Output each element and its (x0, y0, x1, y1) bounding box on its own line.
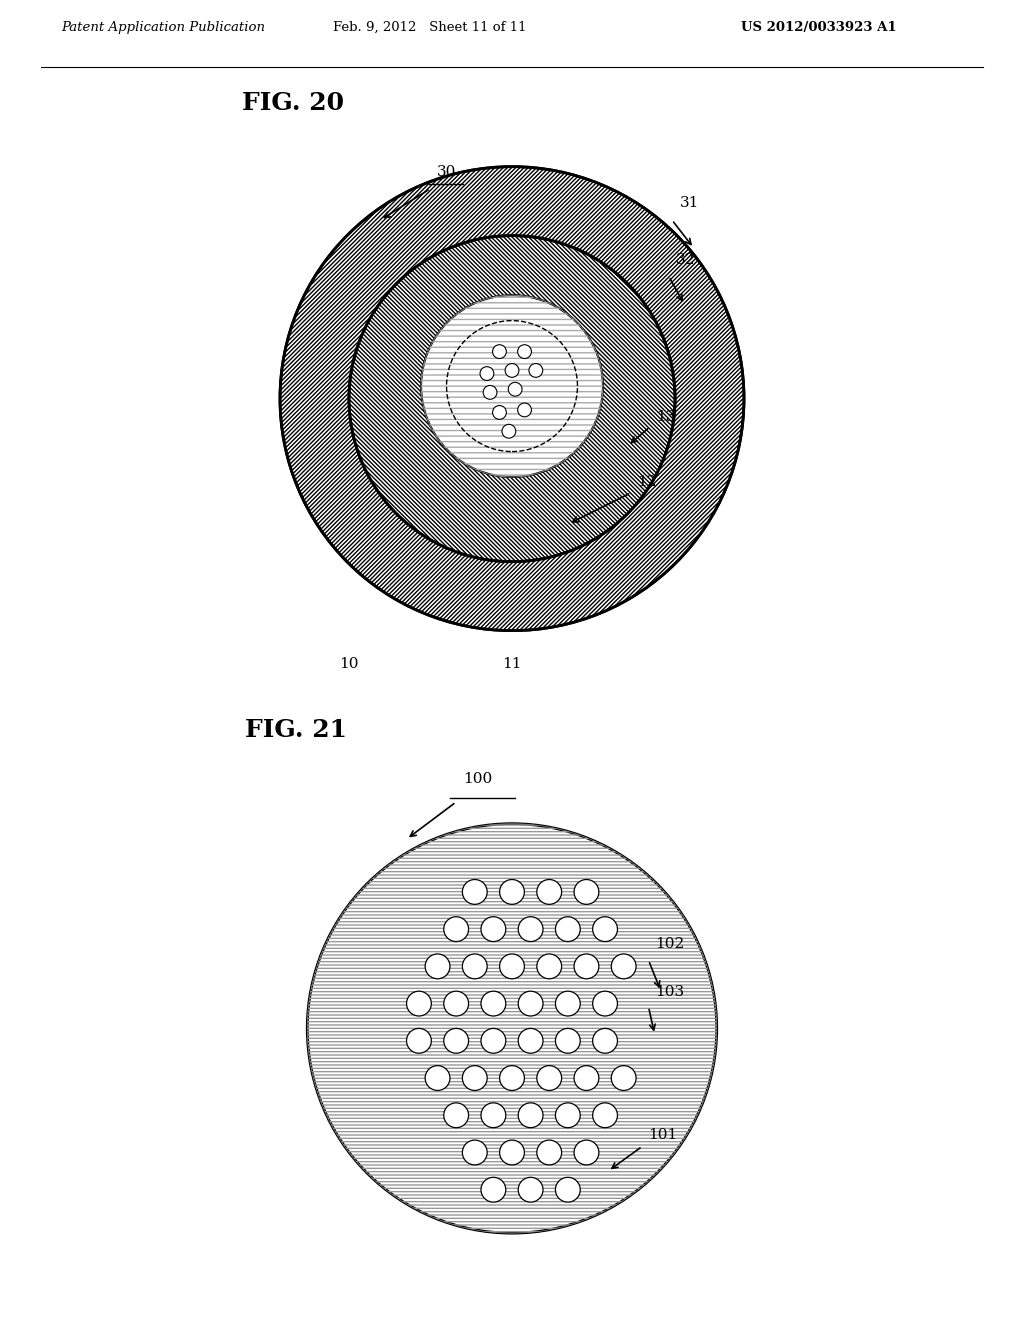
Text: FIG. 21: FIG. 21 (245, 718, 347, 742)
Circle shape (425, 1065, 450, 1090)
Circle shape (574, 1065, 599, 1090)
Circle shape (555, 991, 581, 1016)
Circle shape (593, 917, 617, 941)
Circle shape (421, 296, 603, 477)
Circle shape (518, 345, 531, 359)
Circle shape (425, 954, 450, 979)
Circle shape (502, 424, 516, 438)
Circle shape (443, 1104, 469, 1127)
Circle shape (518, 917, 543, 941)
Text: 12: 12 (637, 475, 657, 490)
Circle shape (481, 1028, 506, 1053)
Circle shape (529, 363, 543, 378)
Text: FIG. 20: FIG. 20 (243, 91, 344, 115)
Circle shape (593, 991, 617, 1016)
Circle shape (500, 1065, 524, 1090)
Circle shape (555, 1177, 581, 1203)
Text: 32: 32 (676, 253, 695, 267)
Circle shape (463, 879, 487, 904)
Circle shape (574, 879, 599, 904)
Circle shape (307, 824, 717, 1233)
Circle shape (574, 1140, 599, 1166)
Circle shape (481, 1177, 506, 1203)
Circle shape (481, 991, 506, 1016)
Circle shape (537, 954, 561, 979)
Circle shape (611, 1065, 636, 1090)
Circle shape (443, 991, 469, 1016)
Circle shape (443, 917, 469, 941)
Text: 100: 100 (463, 772, 493, 787)
Circle shape (500, 954, 524, 979)
Text: Feb. 9, 2012   Sheet 11 of 11: Feb. 9, 2012 Sheet 11 of 11 (334, 21, 526, 34)
Circle shape (443, 1028, 469, 1053)
Text: 103: 103 (654, 985, 684, 999)
Circle shape (280, 166, 744, 631)
Circle shape (537, 1140, 561, 1166)
Circle shape (518, 403, 531, 417)
Text: 101: 101 (648, 1127, 678, 1142)
Circle shape (537, 879, 561, 904)
Circle shape (505, 363, 519, 378)
Circle shape (611, 954, 636, 979)
Text: 11: 11 (502, 657, 522, 672)
Text: US 2012/0033923 A1: US 2012/0033923 A1 (741, 21, 897, 34)
Circle shape (518, 991, 543, 1016)
Text: 10: 10 (339, 657, 358, 672)
Circle shape (481, 917, 506, 941)
Circle shape (593, 1104, 617, 1127)
Circle shape (500, 1140, 524, 1166)
Circle shape (493, 345, 506, 359)
Circle shape (537, 1065, 561, 1090)
Circle shape (463, 954, 487, 979)
Circle shape (555, 1028, 581, 1053)
Circle shape (463, 1140, 487, 1166)
Circle shape (481, 1104, 506, 1127)
Circle shape (483, 385, 497, 399)
Text: Patent Application Publication: Patent Application Publication (61, 21, 265, 34)
Circle shape (518, 1104, 543, 1127)
Circle shape (349, 236, 675, 562)
Circle shape (555, 917, 581, 941)
Text: 102: 102 (654, 937, 684, 950)
Circle shape (407, 991, 431, 1016)
Circle shape (480, 367, 494, 380)
Circle shape (555, 1104, 581, 1127)
Circle shape (463, 1065, 487, 1090)
Circle shape (493, 405, 506, 420)
Circle shape (574, 954, 599, 979)
Circle shape (407, 1028, 431, 1053)
Circle shape (508, 383, 522, 396)
Circle shape (518, 1177, 543, 1203)
Text: 13: 13 (656, 409, 676, 424)
Text: 31: 31 (680, 197, 699, 210)
Circle shape (593, 1028, 617, 1053)
Circle shape (500, 879, 524, 904)
Circle shape (518, 1028, 543, 1053)
Text: 30: 30 (436, 165, 456, 180)
